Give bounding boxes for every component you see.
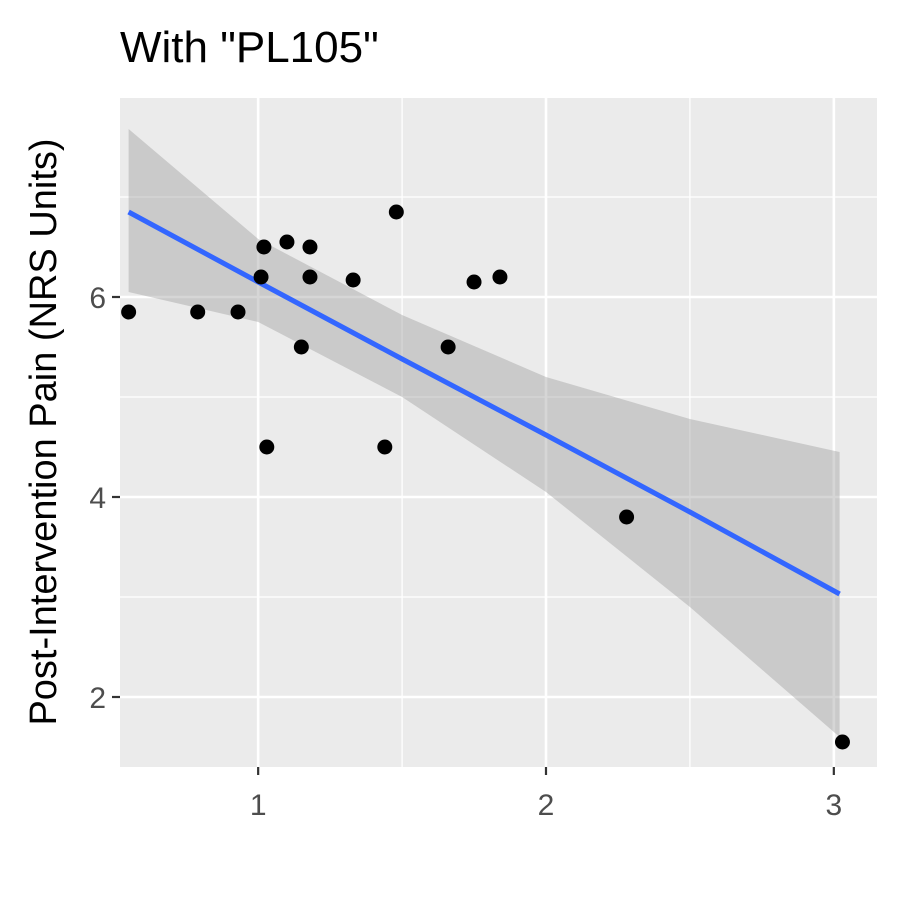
data-point (190, 304, 206, 320)
data-point (302, 269, 318, 285)
regression-line (127, 209, 841, 597)
data-point (121, 304, 137, 320)
y-tick-label: 4 (89, 482, 106, 515)
data-point (345, 272, 361, 288)
y-axis-ticks: 2 4 6 (89, 282, 120, 715)
data-point (619, 509, 635, 525)
data-point (834, 734, 850, 750)
data-point (230, 304, 246, 320)
plot-panel (120, 98, 877, 767)
data-point (492, 269, 508, 285)
data-point (259, 439, 275, 455)
x-tick-label: 2 (538, 789, 555, 822)
x-axis-ticks: 1 2 3 (250, 767, 842, 822)
chart-title: With "PL105" (120, 23, 379, 72)
data-point (466, 274, 482, 290)
data-point (377, 439, 393, 455)
y-axis-label: Post-Intervention Pain (NRS Units) (23, 138, 65, 725)
major-gridlines (120, 98, 877, 767)
data-point (440, 339, 456, 355)
x-tick-label: 3 (825, 789, 842, 822)
y-tick-label: 2 (89, 682, 106, 715)
data-point (388, 204, 404, 220)
data-point (279, 234, 295, 250)
data-points (121, 204, 850, 750)
data-point (253, 269, 269, 285)
x-tick-label: 1 (250, 789, 267, 822)
data-point (256, 239, 272, 255)
data-point (302, 239, 318, 255)
y-tick-label: 6 (89, 282, 106, 315)
data-point (293, 339, 309, 355)
